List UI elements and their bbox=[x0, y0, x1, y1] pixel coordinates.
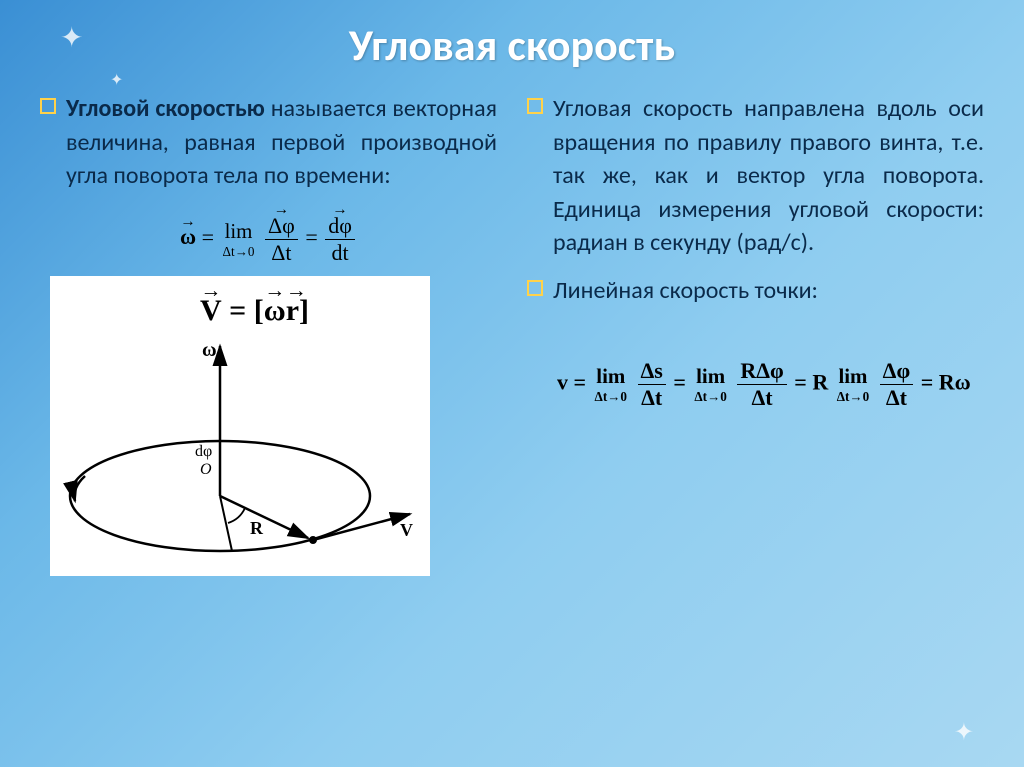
linear-formula: v = lim Δt→0 Δs Δt = lim Δt→0 RΔφ Δt = R… bbox=[527, 348, 984, 411]
f2-den: dt bbox=[325, 240, 355, 266]
lbl-dphi: dφ bbox=[195, 443, 212, 460]
lin-f2: RΔφ Δt bbox=[737, 358, 786, 411]
lbl-V: V bbox=[400, 520, 413, 540]
left-column: Угловой скоростью называется векторная в… bbox=[40, 92, 497, 576]
rotation-diagram: V = [ωr] ω R bbox=[50, 276, 430, 576]
bullet-icon bbox=[40, 98, 56, 114]
linear-label-block: Линейная скорость точки: bbox=[527, 274, 984, 308]
direction-block: Угловая скорость направлена вдоль оси вр… bbox=[527, 92, 984, 260]
eq-sign: = bbox=[202, 224, 220, 249]
lin-lhs: v bbox=[557, 369, 568, 394]
lbl-R: R bbox=[250, 518, 264, 538]
definition-bold: Угловой скоростью bbox=[66, 94, 265, 123]
lin-eq1: = bbox=[574, 369, 592, 394]
decoration-sparkle: ✦ bbox=[60, 20, 83, 55]
limit-op: lim Δt→0 bbox=[223, 219, 255, 260]
lim-bot: Δt→0 bbox=[223, 244, 255, 260]
slide-title: Угловая скорость bbox=[0, 0, 1024, 72]
frac-1: Δφ Δt bbox=[265, 213, 298, 266]
definition-text: Угловой скоростью называется векторная в… bbox=[66, 92, 497, 193]
lim-top: lim bbox=[223, 219, 255, 244]
omega-formula: ω = lim Δt→0 Δφ Δt = dφ dt bbox=[40, 207, 497, 276]
diagram-svg: ω R V O dφ bbox=[50, 276, 430, 576]
definition-block: Угловой скоростью называется векторная в… bbox=[40, 92, 497, 193]
f1-den: Δt bbox=[265, 240, 298, 266]
frac-2: dφ dt bbox=[325, 213, 355, 266]
lin-lim1: lim Δt→0 bbox=[595, 364, 627, 405]
right-column: Угловая скорость направлена вдоль оси вр… bbox=[527, 92, 984, 576]
direction-text: Угловая скорость направлена вдоль оси вр… bbox=[553, 92, 984, 260]
bullet-icon bbox=[527, 280, 543, 296]
f1-num: Δφ bbox=[268, 213, 295, 238]
lbl-O: O bbox=[200, 461, 212, 478]
omega-lhs: ω bbox=[180, 224, 196, 249]
lin-f3: Δφ Δt bbox=[880, 358, 914, 411]
decoration-sparkle: ✦ bbox=[954, 718, 974, 747]
lin-result: = Rω bbox=[921, 369, 971, 394]
lin-f1: Δs Δt bbox=[638, 358, 666, 411]
lbl-omega: ω bbox=[202, 339, 217, 361]
decoration-sparkle: ✦ bbox=[110, 70, 123, 90]
f2-num: dφ bbox=[328, 213, 352, 238]
lin-R: R bbox=[812, 369, 828, 394]
bullet-icon bbox=[527, 98, 543, 114]
linear-label: Линейная скорость точки: bbox=[553, 274, 818, 308]
lin-lim3: lim Δt→0 bbox=[837, 364, 869, 405]
content-columns: Угловой скоростью называется векторная в… bbox=[0, 72, 1024, 576]
lin-lim2: lim Δt→0 bbox=[694, 364, 726, 405]
